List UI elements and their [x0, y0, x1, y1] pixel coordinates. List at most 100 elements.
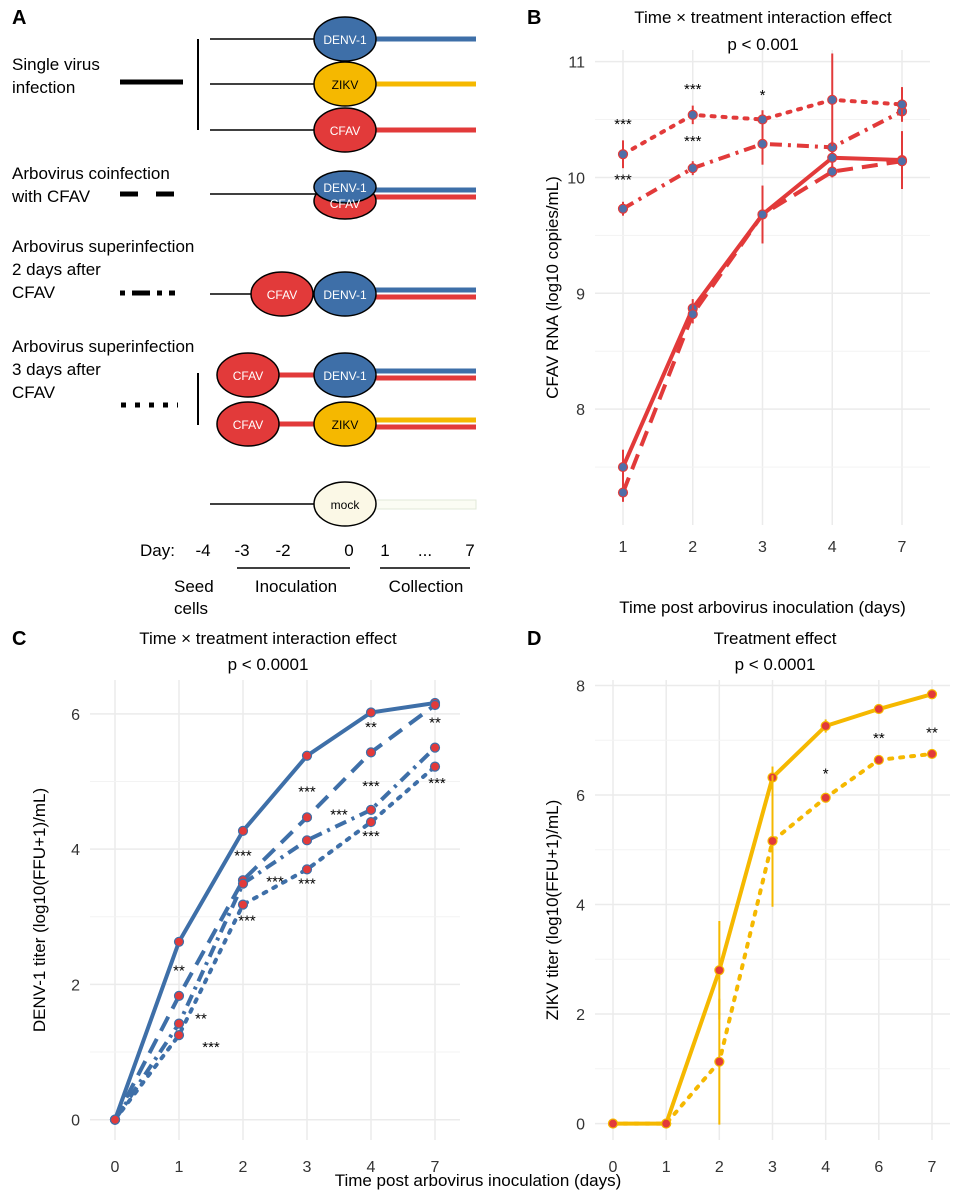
panel-letter: D [527, 628, 541, 650]
group-label-single-1: Single virus [12, 55, 100, 74]
series-line-dot [621, 97, 904, 157]
day-tick: -2 [275, 541, 290, 560]
y-tick-label: 6 [71, 707, 80, 724]
significance-annotation: ** [926, 725, 938, 742]
significance-annotation: *** [266, 873, 284, 890]
data-point [714, 965, 725, 976]
seed-label-1: Seed [174, 577, 214, 596]
zikv-oval [313, 61, 377, 107]
chart-title: Treatment effect [714, 629, 837, 648]
data-point [429, 761, 441, 772]
data-point [429, 699, 441, 711]
data-point [173, 936, 185, 947]
y-tick-label: 11 [568, 55, 585, 72]
data-point [687, 109, 698, 120]
data-point [827, 94, 838, 105]
data-point [617, 461, 629, 473]
data-point [926, 748, 938, 760]
y-tick-label: 0 [576, 1117, 585, 1134]
y-axis-label: CFAV RNA (log10 copies/mL) [543, 176, 562, 399]
day-tick: 7 [465, 541, 474, 560]
data-point [237, 825, 249, 836]
seed-label-2: cells [174, 599, 208, 618]
data-point [301, 835, 313, 846]
data-point [617, 203, 629, 214]
day-tick: ... [418, 541, 432, 560]
chart-title: Time × treatment interaction effect [634, 8, 892, 27]
significance-annotation: *** [428, 775, 446, 792]
y-tick-label: 2 [71, 977, 80, 994]
y-tick-label: 9 [576, 286, 585, 303]
data-point [617, 487, 629, 498]
group-label-super3-2: 3 days after [12, 360, 101, 379]
data-point [714, 1056, 725, 1067]
y-tick-label: 8 [576, 402, 585, 419]
cfav-oval-super3b-label: CFAV [233, 418, 263, 432]
denv-oval-coinf-label: DENV-1 [323, 181, 367, 195]
x-tick-label: 3 [758, 539, 767, 556]
x-tick-label: 3 [303, 1159, 312, 1176]
zikv-oval-super3b-label: ZIKV [332, 418, 359, 432]
x-tick-label: 2 [715, 1159, 724, 1176]
x-tick-label: 0 [609, 1159, 618, 1176]
significance-annotation: *** [202, 1039, 220, 1056]
cfav-oval-coinf-label: CFAV [330, 197, 360, 211]
group-label-super3-1: Arbovirus superinfection [12, 337, 194, 356]
x-tick-label: 7 [928, 1159, 937, 1176]
data-point [873, 703, 884, 715]
data-point [237, 899, 249, 910]
x-tick-label: 4 [821, 1159, 830, 1176]
significance-annotation: *** [298, 875, 316, 892]
cfav-oval-label: CFAV [330, 124, 360, 138]
group-label-coinf-2: with CFAV [11, 187, 91, 206]
significance-annotation: ** [429, 714, 441, 731]
x-tick-label: 3 [768, 1159, 777, 1176]
significance-annotation: ** [173, 963, 185, 980]
data-point [301, 750, 313, 761]
data-point [896, 99, 908, 110]
denv-oval-super3a [313, 352, 377, 398]
y-tick-label: 4 [71, 842, 80, 859]
chart-subtitle: p < 0.001 [727, 35, 798, 54]
denv-oval-super2-label: DENV-1 [323, 288, 367, 302]
data-point [301, 864, 313, 875]
y-tick-label: 10 [567, 170, 585, 187]
data-point [757, 138, 768, 149]
series-line-dot [113, 764, 437, 1122]
zikv-oval-label: ZIKV [332, 78, 359, 92]
cfav-oval-super2 [250, 271, 314, 317]
series-line-dash [113, 703, 437, 1121]
data-point [767, 835, 778, 847]
data-point [757, 114, 768, 125]
denv-oval-label: DENV-1 [323, 33, 367, 47]
data-point [896, 156, 908, 167]
data-point [173, 1030, 185, 1041]
panel-letter: C [12, 628, 26, 650]
data-point [873, 754, 884, 766]
significance-annotation: *** [234, 848, 252, 865]
x-tick-label: 2 [239, 1159, 248, 1176]
series-line-dotdash [113, 746, 437, 1121]
x-tick-label: 7 [431, 1159, 440, 1176]
group-label-single-2: infection [12, 78, 75, 97]
data-point [926, 689, 938, 700]
data-point [365, 816, 377, 828]
data-point [827, 152, 838, 163]
cfav-oval [313, 107, 377, 153]
y-tick-label: 4 [576, 898, 585, 915]
denv-oval [313, 16, 377, 62]
data-point [661, 1118, 672, 1129]
denv-oval-coinf [313, 170, 377, 204]
data-point [429, 742, 441, 753]
y-tick-label: 8 [576, 678, 585, 695]
y-tick-label: 0 [71, 1113, 80, 1130]
panel-c-chart: C 0 2 4 6 0 1 2 3 4 7 Time × treatment interaction … [12, 628, 460, 1176]
cfav-oval-super3a-label: CFAV [233, 369, 263, 383]
inoculation-label: Inoculation [255, 577, 337, 596]
collection-label: Collection [389, 577, 464, 596]
data-point [237, 878, 249, 889]
group-label-super2-1: Arbovirus superinfection [12, 237, 194, 256]
panel-a-letter: A [12, 7, 26, 29]
data-point [820, 720, 831, 732]
